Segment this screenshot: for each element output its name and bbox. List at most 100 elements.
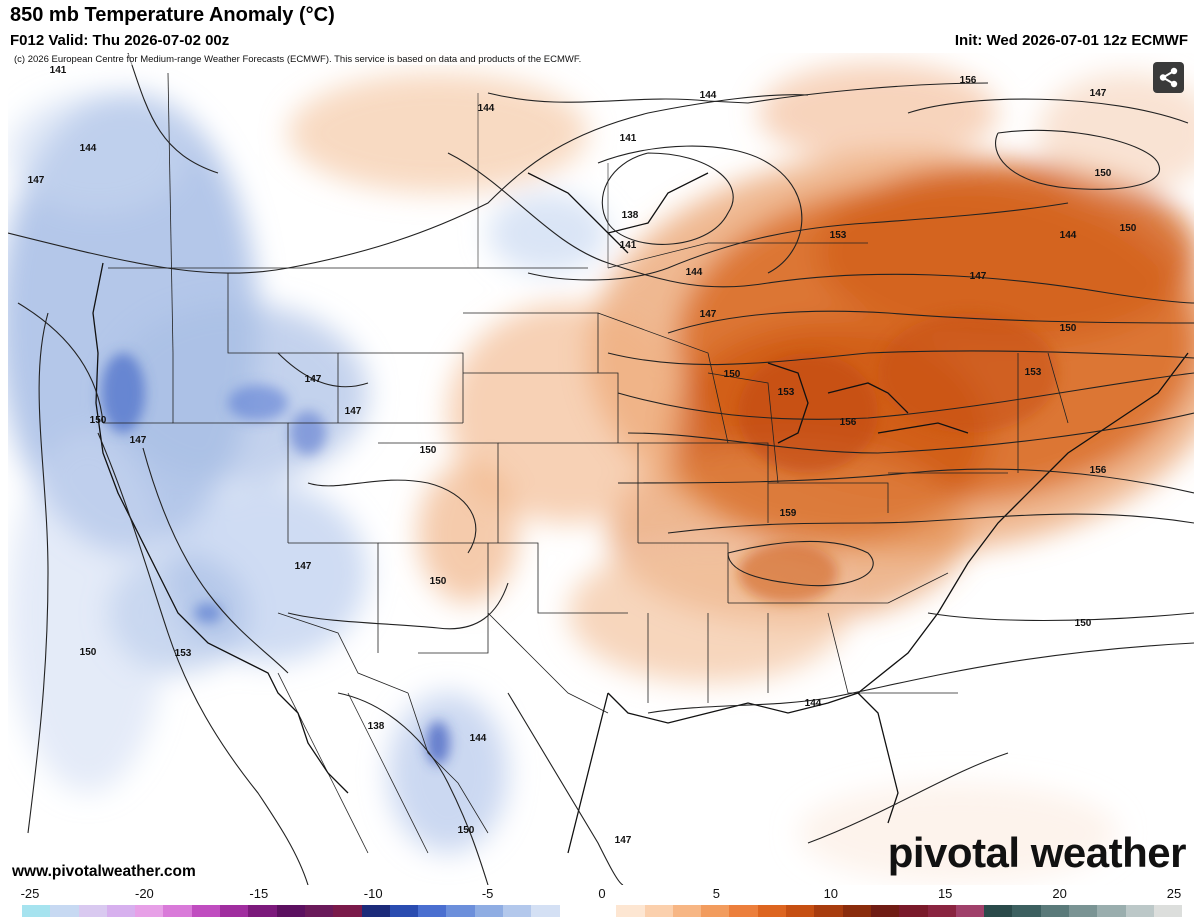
contour-label: 150 bbox=[458, 825, 475, 836]
colorbar-swatch bbox=[304, 905, 334, 917]
colorbar-swatch bbox=[78, 905, 107, 917]
colorbar-labels: -25 -20 -15 -10 -5 0 5 10 15 20 25 bbox=[20, 886, 1182, 904]
contour-label: 150 bbox=[430, 576, 447, 587]
contour-label: 144 bbox=[470, 733, 487, 744]
colorbar-tick: 10 bbox=[823, 886, 839, 901]
colorbar-tick: -15 bbox=[249, 886, 269, 901]
contour-label: 150 bbox=[1120, 223, 1137, 234]
colorbar-swatch bbox=[106, 905, 136, 917]
colorbar-swatch bbox=[191, 905, 221, 917]
colorbar-tick: 0 bbox=[598, 886, 606, 901]
contour-label: 153 bbox=[778, 387, 795, 398]
contour-label: 150 bbox=[1075, 618, 1092, 629]
colorbar-swatch bbox=[1097, 905, 1126, 917]
colorbar-tick: 15 bbox=[937, 886, 953, 901]
contour-label: 144 bbox=[700, 90, 717, 101]
contour-label: 141 bbox=[620, 133, 637, 144]
colorbar-swatch bbox=[276, 905, 305, 917]
colorbar-swatch bbox=[1012, 905, 1041, 917]
weather-map: 141 144 147 144 141 144 138 141 144 147 150 153 156 1… bbox=[8, 53, 1194, 885]
contour-label: 141 bbox=[620, 240, 637, 251]
contour-label: 150 bbox=[724, 369, 741, 380]
website-url[interactable]: www.pivotalweather.com bbox=[12, 863, 196, 880]
colorbar-swatch bbox=[503, 905, 532, 917]
contour-label: 150 bbox=[420, 445, 437, 456]
colorbar-tick: -10 bbox=[363, 886, 383, 901]
contour-label-layer: 141 144 147 144 141 144 138 141 144 147 150 153 156 1… bbox=[28, 65, 1137, 846]
coastlines bbox=[92, 172, 1189, 854]
copyright-notice: (c) 2026 European Centre for Medium-rang… bbox=[12, 54, 584, 65]
contour-label: 147 bbox=[345, 406, 362, 417]
colorbar-swatch bbox=[474, 905, 504, 917]
contour-label: 144 bbox=[478, 103, 495, 114]
valid-time: F012 Valid: Thu 2026-07-02 00z bbox=[10, 32, 230, 49]
contour-label: 141 bbox=[50, 65, 67, 76]
colorbar-swatch bbox=[786, 905, 815, 917]
colorbar-swatch bbox=[616, 905, 645, 917]
colorbar-tick: -5 bbox=[481, 886, 494, 901]
contour-label: 144 bbox=[805, 698, 822, 709]
contour-label: 147 bbox=[700, 309, 717, 320]
colorbar-swatch bbox=[1068, 905, 1098, 917]
colorbar-swatch bbox=[50, 905, 79, 917]
share-button[interactable] bbox=[1153, 62, 1184, 93]
colorbar-tick: 20 bbox=[1052, 886, 1067, 901]
colorbar-tick: 25 bbox=[1166, 886, 1182, 901]
colorbar-swatch bbox=[984, 905, 1013, 917]
colorbar-swatch bbox=[418, 905, 447, 917]
contour-label: 138 bbox=[368, 721, 385, 732]
anomaly-shading bbox=[8, 63, 1194, 883]
contour-label: 156 bbox=[960, 75, 977, 86]
init-time: Init: Wed 2026-07-01 12z ECMWF bbox=[954, 32, 1188, 49]
contour-label: 156 bbox=[840, 417, 857, 428]
contour-label: 150 bbox=[1060, 323, 1077, 334]
colorbar-swatch bbox=[587, 905, 617, 917]
colorbar-swatch bbox=[220, 905, 249, 917]
colorbar-swatch bbox=[1125, 905, 1154, 917]
colorbar bbox=[22, 905, 1183, 917]
contour-label: 150 bbox=[80, 647, 97, 658]
colorbar-swatch bbox=[870, 905, 900, 917]
contour-label: 144 bbox=[80, 143, 97, 154]
colorbar-swatch bbox=[842, 905, 871, 917]
contour-label: 156 bbox=[1090, 465, 1107, 476]
colorbar-swatch bbox=[1040, 905, 1069, 917]
map-canvas: 141 144 147 144 141 144 138 141 144 147 150 153 156 1… bbox=[8, 53, 1194, 885]
contour-label: 153 bbox=[1025, 367, 1042, 378]
contour-label: 153 bbox=[175, 648, 192, 659]
colorbar-tick: -20 bbox=[134, 886, 154, 901]
contour-label: 147 bbox=[295, 561, 312, 572]
colorbar-swatch bbox=[389, 905, 419, 917]
contour-label: 147 bbox=[970, 271, 987, 282]
colorbar-swatch bbox=[531, 905, 560, 917]
pivotal-weather-logo: pivotal weather bbox=[887, 829, 1187, 876]
colorbar-tick: -25 bbox=[20, 886, 40, 901]
contour-label: 150 bbox=[1095, 168, 1112, 179]
colorbar-swatch bbox=[135, 905, 164, 917]
colorbar-swatch bbox=[248, 905, 277, 917]
contour-label: 147 bbox=[305, 374, 322, 385]
colorbar-swatch bbox=[814, 905, 843, 917]
colorbar-tick: 5 bbox=[712, 886, 721, 901]
map-title: 850 mb Temperature Anomaly (°C) bbox=[10, 4, 335, 26]
contour-label: 147 bbox=[130, 435, 147, 446]
contour-label: 147 bbox=[1090, 88, 1107, 99]
colorbar-swatch bbox=[701, 905, 730, 917]
contour-label: 138 bbox=[622, 210, 639, 221]
contour-label: 159 bbox=[780, 508, 797, 519]
contour-label: 150 bbox=[90, 415, 107, 426]
colorbar-swatch bbox=[899, 905, 928, 917]
colorbar-swatch bbox=[559, 905, 588, 917]
colorbar-swatch bbox=[163, 905, 192, 917]
colorbar-swatch bbox=[361, 905, 390, 917]
contour-label: 147 bbox=[615, 835, 632, 846]
contour-label: 153 bbox=[830, 230, 847, 241]
colorbar-swatch bbox=[955, 905, 985, 917]
colorbar-swatch bbox=[729, 905, 758, 917]
share-icon bbox=[1159, 67, 1178, 88]
colorbar-swatch bbox=[1153, 905, 1183, 917]
colorbar-swatch bbox=[22, 905, 51, 917]
colorbar-swatch bbox=[672, 905, 702, 917]
colorbar-swatch bbox=[446, 905, 475, 917]
colorbar-swatch bbox=[333, 905, 362, 917]
